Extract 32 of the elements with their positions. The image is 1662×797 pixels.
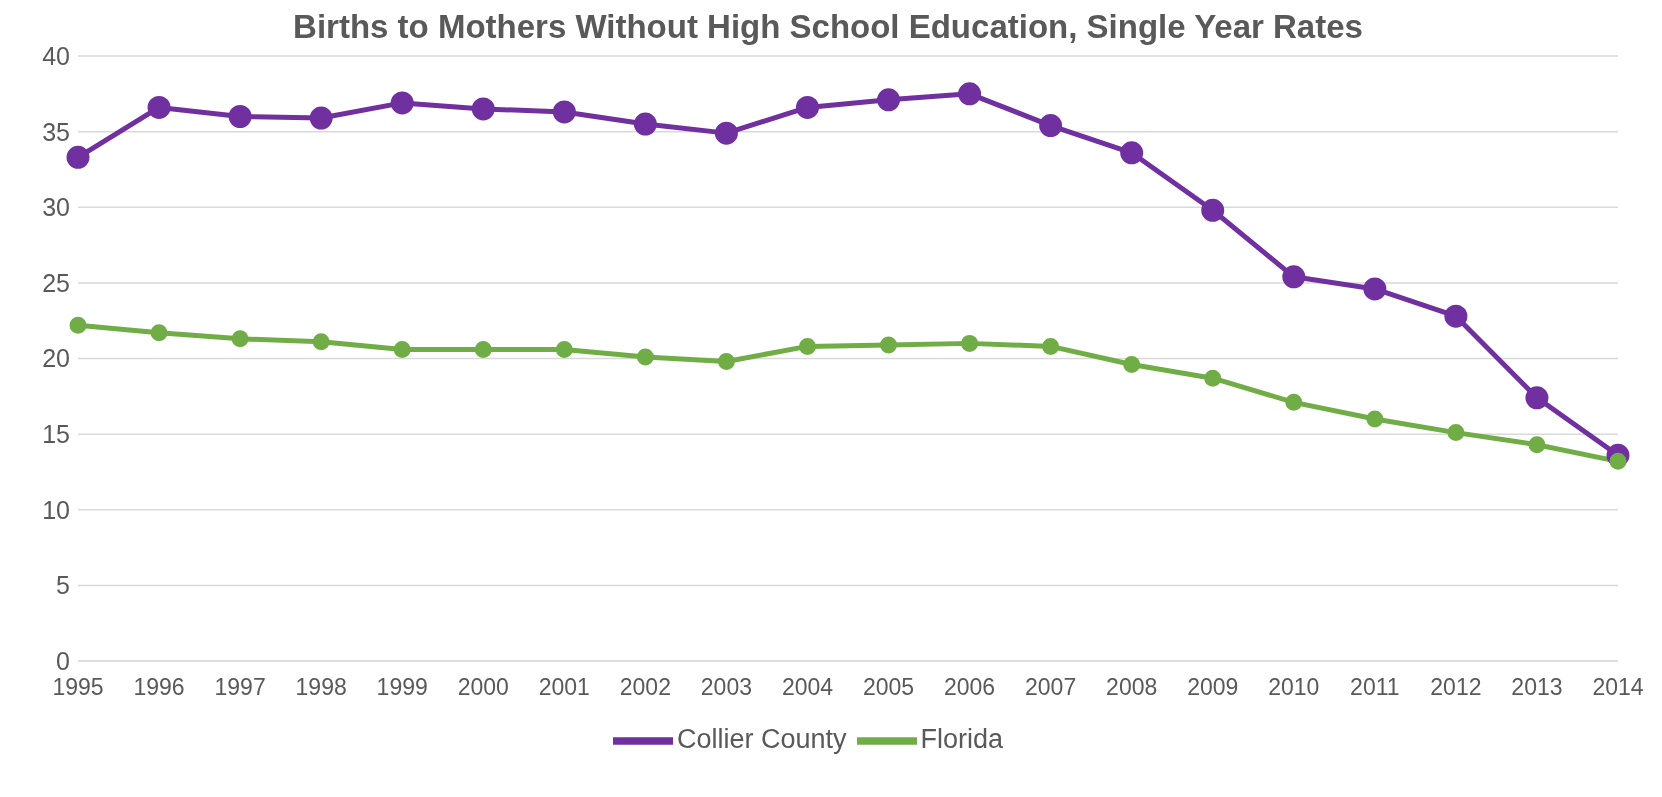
y-tick-label: 40 [42, 41, 70, 70]
x-tick-label: 1995 [52, 674, 104, 701]
x-tick-label: 2012 [1430, 674, 1482, 701]
y-tick-label: 15 [42, 420, 70, 448]
legend-label: Collier County [676, 724, 847, 755]
x-tick-label: 2002 [619, 674, 671, 701]
x-tick-label: 2011 [1350, 674, 1400, 701]
x-tick-label: 2007 [1025, 674, 1077, 701]
legend-label: Florida [920, 724, 1004, 755]
x-tick-label: 2000 [457, 674, 509, 701]
x-tick-label: 2001 [538, 674, 590, 701]
x-tick-label: 2014 [1592, 674, 1644, 701]
x-tick-label: 1996 [133, 674, 185, 701]
x-tick-label: 2003 [700, 674, 753, 701]
x-tick-label: 2008 [1106, 674, 1158, 701]
x-tick-label: 1998 [295, 674, 347, 701]
y-tick-label: 5 [56, 571, 70, 600]
chart-title: Births to Mothers Without High School Education, Single Year Rates [293, 8, 1363, 45]
x-tick-label: 2005 [862, 674, 915, 701]
y-tick-label: 20 [42, 344, 70, 373]
y-tick-label: 10 [42, 495, 70, 524]
y-tick-label: 0 [56, 646, 70, 675]
x-tick-label: 2013 [1511, 674, 1563, 701]
y-tick-label: 35 [42, 117, 70, 146]
x-tick-label: 1997 [214, 674, 266, 701]
y-tick-label: 25 [42, 268, 70, 297]
y-tick-label: 30 [42, 193, 70, 222]
x-tick-label: 2009 [1187, 674, 1239, 701]
x-tick-label: 1999 [376, 674, 428, 701]
x-tick-label: 2006 [943, 674, 996, 701]
x-tick-label: 2010 [1268, 674, 1320, 701]
x-tick-label: 2004 [781, 674, 834, 701]
